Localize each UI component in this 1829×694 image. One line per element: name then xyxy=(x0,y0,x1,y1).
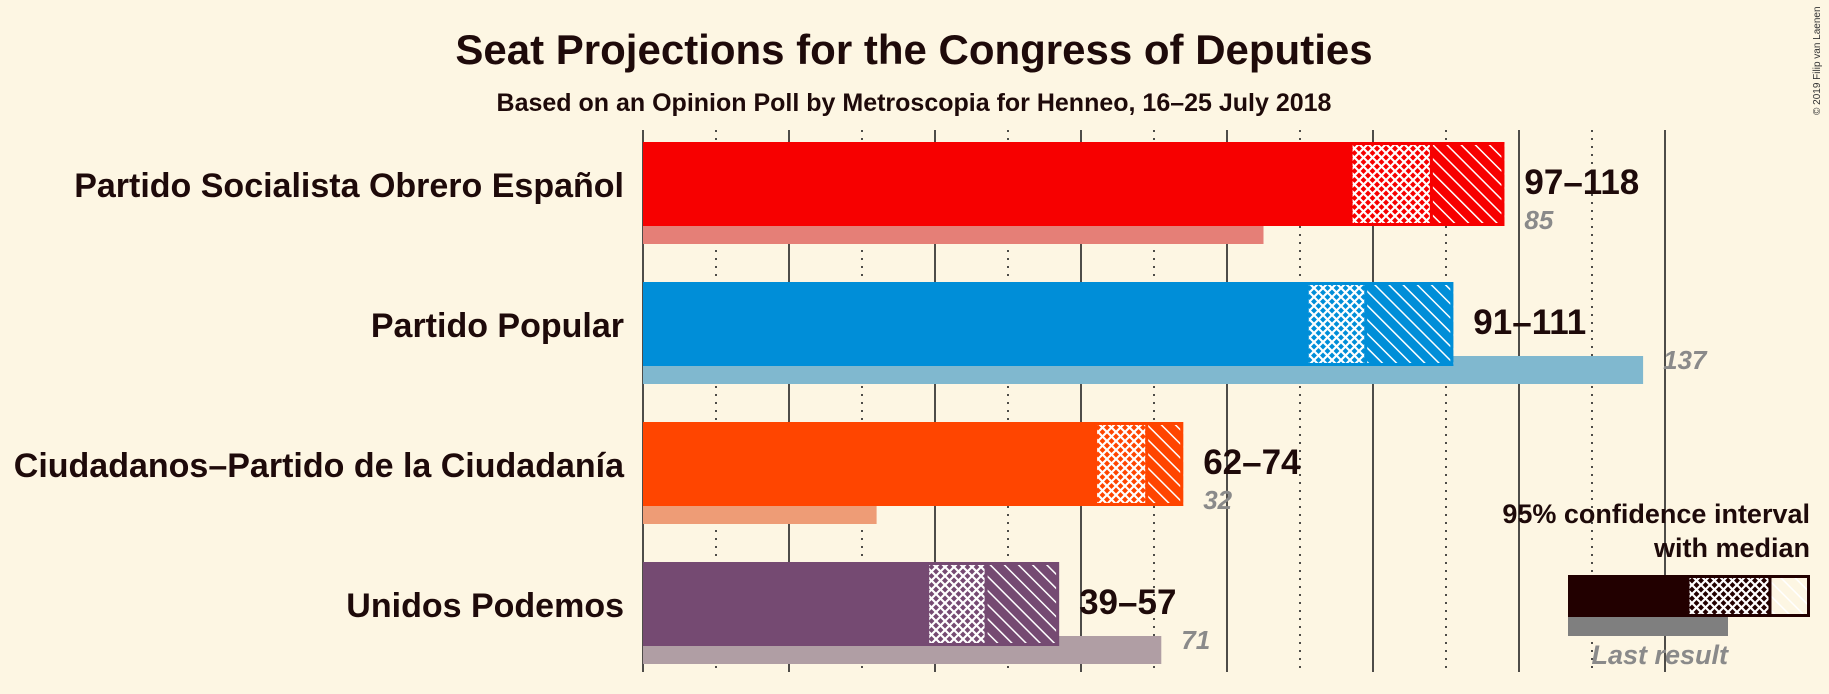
legend-title-line1: 95% confidence interval xyxy=(1502,499,1810,529)
legend-last-result-bar xyxy=(1568,614,1728,636)
bars: Partido Socialista Obrero Español 97–1188… xyxy=(14,142,1708,664)
range-label: 91–111 xyxy=(1473,303,1586,342)
last-result-label: 137 xyxy=(1663,345,1708,375)
ci-upper-hatch xyxy=(1365,282,1454,366)
last-result-label: 32 xyxy=(1203,485,1232,515)
ci-lower-hatch xyxy=(927,562,987,646)
party-label: Ciudadanos–Partido de la Ciudadanía xyxy=(14,447,625,485)
ci-outline xyxy=(926,562,1060,646)
ci-lower-hatch xyxy=(1351,142,1432,226)
legend-hatch xyxy=(1770,575,1810,617)
party-label: Partido Socialista Obrero Español xyxy=(74,167,624,205)
seat-bar xyxy=(643,142,1352,226)
legend-solid-bar xyxy=(1568,575,1688,617)
seat-bar xyxy=(643,562,928,646)
chart-title: Seat Projections for the Congress of Dep… xyxy=(455,26,1372,73)
party-row: Ciudadanos–Partido de la Ciudadanía 62–74… xyxy=(14,422,1301,524)
legend-title-line2: with median xyxy=(1653,533,1810,563)
ci-outline xyxy=(1305,282,1454,366)
legend-crosshatch-pattern xyxy=(1688,575,1770,617)
ci-lower-hatch xyxy=(1307,282,1366,366)
ci-upper-hatch xyxy=(1431,142,1505,226)
range-label: 39–57 xyxy=(1079,583,1176,622)
party-row: Partido Socialista Obrero Español 97–1188… xyxy=(74,142,1639,244)
ci-outline xyxy=(1094,422,1184,506)
party-row: Partido Popular 91–111 137 xyxy=(371,282,1708,384)
seat-bar xyxy=(643,422,1096,506)
seat-bar xyxy=(643,282,1308,366)
ci-upper-hatch xyxy=(986,562,1060,646)
copyright-note: © 2019 Filip van Laenen xyxy=(1812,6,1823,115)
chart-subtitle: Based on an Opinion Poll by Metroscopia … xyxy=(497,89,1332,117)
party-label: Partido Popular xyxy=(371,307,624,345)
last-result-label: 71 xyxy=(1181,625,1210,655)
ci-upper-hatch xyxy=(1146,422,1184,506)
legend-interval-outline xyxy=(1686,575,1810,617)
range-label: 97–118 xyxy=(1524,163,1639,202)
ci-outline xyxy=(1349,142,1505,226)
legend-last-result-label: Last result xyxy=(1591,640,1729,670)
party-label: Unidos Podemos xyxy=(346,587,624,625)
last-result-label: 85 xyxy=(1524,205,1553,235)
ci-lower-hatch xyxy=(1095,422,1147,506)
legend: 95% confidence interval with median Last… xyxy=(1502,499,1810,670)
range-label: 62–74 xyxy=(1203,443,1301,482)
